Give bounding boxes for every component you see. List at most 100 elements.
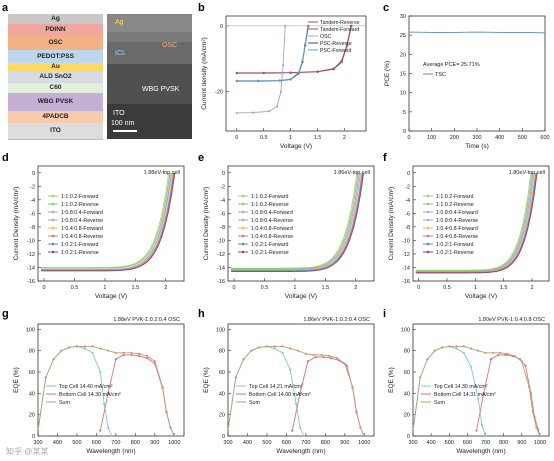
legend-marker [241,194,245,198]
sem-label-pvsk: WBG PVSK [142,86,180,93]
x-tick-label: 200 [450,135,459,141]
x-tick-label: 1.5 [500,285,508,291]
sem-label-ag: Ag [115,19,124,26]
series-line-point [99,370,102,374]
x-tick-label: 600 [463,440,472,446]
series-line-point [110,434,114,438]
legend-entry: Tandem-Reverse [320,20,360,26]
series-line-point [345,364,348,367]
legend-entry: 1:0.4:0.8-Reverse [251,234,293,240]
y-tick-label: 5 [403,110,406,116]
y-tick-label: -6 [220,211,225,217]
series-line-point [480,424,484,427]
series-line [41,172,170,268]
series-line-point [351,385,354,389]
legend-entry: Bottom Cell 14.00 mA/cm² [249,392,311,398]
series-line [231,172,359,270]
legend-entry: 1:0.4:0.8-Reverse [436,234,478,240]
series-line [231,172,365,272]
y-tick-label: 0 [407,434,410,440]
y-tick-label: 40 [404,391,410,397]
stack-layer: ITO [8,123,103,140]
y-tick-label: -2 [405,184,410,190]
legend-entry: Sum [434,400,445,406]
y-tick-label: -8 [30,225,35,231]
series-line-point [68,346,71,349]
y-tick-label: 60 [29,370,35,376]
legend-entry: Tandem-Forward [320,27,359,33]
y-tick-label: 0 [220,24,223,30]
series-line-point [138,352,141,355]
plot-frame [227,165,375,282]
series-line-point [489,358,493,361]
legend-entry: 1:1:0.2-Forward [251,194,288,200]
jv-186ev-chart: 0 0.5 1 1.5 2 0 -2 -4 -6 -8 -10 -12 -14 -16 Voltage (V… [203,165,375,300]
series-line-point [114,351,117,354]
panel-label-i: i [383,308,387,320]
y-axis-label: Current Density (mA/cm²) [13,187,20,261]
x-tick-label: 900 [517,440,526,446]
y-tick-label: -10 [27,238,35,244]
series-line-point [477,349,480,352]
y-tick-label: -10 [217,238,225,244]
series-line [41,172,171,269]
x-tick-label: 400 [427,440,436,446]
y-tick-label: -8 [220,225,225,231]
y-tick-label: 30 [400,14,406,20]
x-tick-label: 0 [43,285,46,291]
series-line-point [258,346,261,349]
y-tick-label: -16 [402,279,410,285]
y-tick-label: -2 [30,184,35,190]
series-line-point [83,347,86,350]
y-tick-label: 40 [219,391,225,397]
series-line-point [302,434,306,438]
series-line-point [484,434,487,438]
panel-label-f: f [383,152,387,164]
series-line-point [130,351,133,354]
legend-entry: 1:0.2:1-Forward [61,242,98,248]
series-line-point [527,385,531,389]
series-line-point [312,353,315,357]
series-line-point [99,347,102,350]
series-line-point [506,352,509,355]
y-axis-label: PCE (%) [384,61,391,86]
series-line-point [173,434,176,438]
series-line-point [513,354,516,358]
series-line-point [279,90,283,93]
series-line-point [295,402,298,406]
legend-entry: 1:0.2:1-Reverse [251,250,289,256]
y-tick-label: 0 [32,434,35,440]
series-line-point [343,362,346,365]
x-tick-label: 1.5 [314,135,322,141]
x-tick-label: 2 [343,135,346,141]
pce-stability-chart: 0 100 200 300 400 500 600 0 5 10 15 20 25 30 Time (s) P… [384,14,550,150]
y-tick-label: 0 [222,171,225,177]
x-tick-label: 300 [33,440,42,446]
series-line-point [363,434,366,438]
series-line-point [234,376,237,379]
legend-marker [241,242,245,246]
x-axis-label: Voltage (V) [280,143,312,150]
jv-188ev-chart: 0 0.5 1 1.5 2 0 -2 -4 -6 -8 -10 -12 -14 -16 Voltage (V… [13,165,185,300]
series-line-point [297,71,300,74]
series-line-point [235,111,238,115]
y-tick-label: 25 [400,33,406,39]
legend-entry: 1:1:0.2-Forward [61,194,98,200]
x-tick-label: 0 [233,285,236,291]
legend-entry: Bottom Cell 14.31 mA/cm² [434,392,496,398]
x-tick-label: 1000 [534,440,546,446]
y-tick-label: 0 [32,171,35,177]
legend-entry: TSC [435,72,446,78]
series-line-point [130,353,133,357]
series-line-point [498,351,502,354]
legend-entry: Sum [59,400,70,406]
eqe-180ev-chart: 300 400 500 600 700 800 900 1000 0 20 40 60 80 100 Wav… [388,317,550,455]
series-line-point [91,351,94,354]
x-tick-label: 0.5 [443,285,451,291]
series-line-point [276,105,279,108]
y-tick-label: -16 [27,279,35,285]
series-line-point [289,368,292,371]
y-tick-label: -12 [27,252,35,258]
legend-marker [241,226,245,230]
y-axis-label: EQE (%) [388,367,395,393]
